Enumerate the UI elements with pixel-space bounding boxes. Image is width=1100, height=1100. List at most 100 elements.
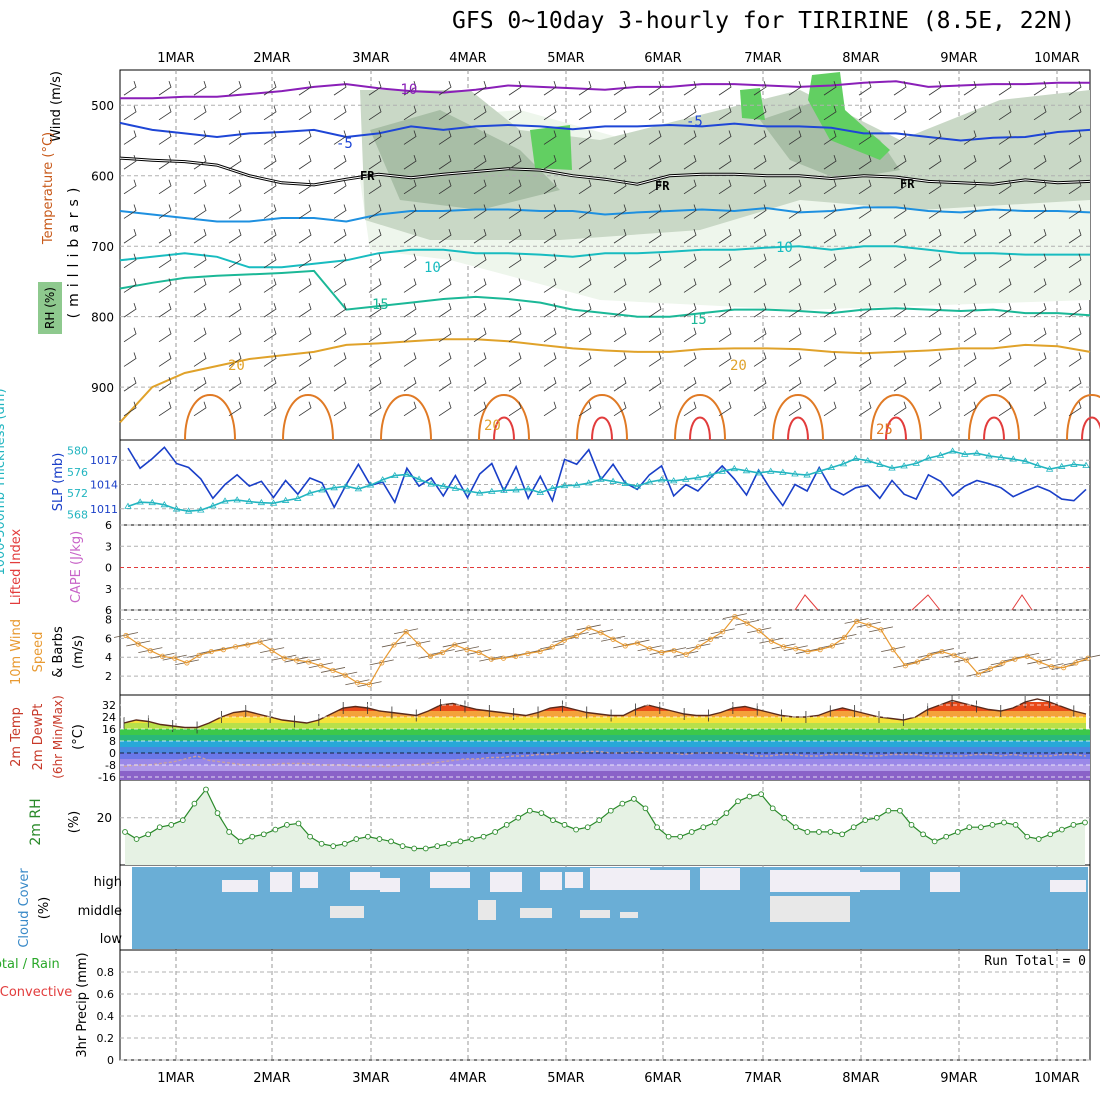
- wind-barb: [963, 352, 977, 367]
- wind-barb: [1033, 401, 1047, 417]
- wind-barb: [998, 204, 1012, 219]
- wind-barb: [438, 130, 452, 145]
- cloud-gap: [930, 872, 960, 892]
- wind-barb: [298, 179, 312, 195]
- rh-marker: [480, 833, 487, 840]
- wind-barb: [298, 155, 312, 170]
- wind-barb: [998, 352, 1012, 367]
- wind-barb: [228, 327, 242, 343]
- wind-barb: [998, 105, 1012, 121]
- wind-barb: [228, 229, 242, 244]
- wind-speed-marker: [610, 636, 616, 642]
- wind-barb: [123, 155, 137, 170]
- wind-barb: [928, 130, 942, 145]
- wind-barb: [473, 155, 487, 170]
- wind-barb: [193, 229, 207, 244]
- wind-barb: [123, 130, 137, 145]
- wind-speed-marker: [756, 628, 762, 634]
- rh-marker: [665, 833, 672, 840]
- cloud-gap: [478, 900, 496, 920]
- date-label-bottom: 4MAR: [449, 1071, 486, 1086]
- wind-barb: [823, 401, 837, 417]
- rh-marker: [792, 824, 799, 831]
- thickness-marker: [488, 487, 496, 494]
- wind-speed-marker: [476, 649, 482, 656]
- temperature-band: [120, 765, 1090, 771]
- wind-barb: [753, 130, 767, 145]
- wind-barb: [963, 179, 977, 195]
- rh-marker: [353, 836, 360, 842]
- wind-barb: [648, 204, 662, 219]
- wind-barb: [473, 278, 487, 293]
- wind-barb: [403, 352, 417, 367]
- panel-frame-7: [119, 949, 1091, 1061]
- wind-barb: [263, 155, 277, 170]
- wind-barb: [928, 253, 942, 269]
- thickness-marker: [803, 471, 811, 478]
- wind-barb: [228, 179, 242, 195]
- rh-marker: [260, 831, 267, 838]
- thickness-marker: [391, 471, 399, 478]
- wind-barb: [928, 155, 942, 170]
- thickness-marker: [815, 467, 823, 474]
- wind-barb: [473, 130, 487, 145]
- wind-speed-marker: [269, 648, 275, 654]
- thickness-marker: [524, 485, 532, 492]
- thickness-marker: [512, 486, 520, 493]
- rh-marker: [735, 798, 741, 805]
- wind-barb: [333, 253, 347, 269]
- thickness-marker: [718, 467, 726, 474]
- rh-marker: [503, 822, 510, 828]
- thickness-tick-label: 580: [67, 445, 88, 458]
- rh-marker: [897, 807, 903, 814]
- wind-speed-marker: [975, 671, 982, 677]
- wind-barb: [438, 253, 452, 269]
- wind-speed-marker: [634, 640, 641, 646]
- wind-barb: [298, 352, 312, 367]
- wind-barb: [543, 303, 557, 318]
- cloud-gap: [380, 878, 400, 892]
- wind-barb: [683, 130, 697, 145]
- precip-total-label: Total / Rain: [0, 957, 60, 972]
- cloud-gap: [520, 908, 552, 918]
- cloud-low-label: low: [100, 932, 123, 947]
- wind-barb: [438, 155, 452, 170]
- wind-barb: [613, 204, 627, 219]
- rh-shading: [808, 72, 890, 160]
- wind-barb: [963, 401, 977, 417]
- wind-barb: [368, 303, 382, 318]
- wind-speed-marker: [427, 653, 434, 659]
- wind-barb: [858, 130, 872, 145]
- rh-marker: [341, 840, 348, 847]
- wind-barb: [438, 81, 452, 96]
- wind-barb: [718, 327, 732, 343]
- wind-barb: [193, 130, 207, 145]
- contour-label: 10: [424, 260, 441, 276]
- wind-barb: [823, 105, 837, 121]
- temp-tick-label: 32: [102, 699, 116, 712]
- thickness-marker: [682, 475, 690, 482]
- rh-marker: [723, 810, 730, 816]
- wind-barb: [893, 204, 907, 219]
- wind-barb: [368, 179, 382, 195]
- wind-barb: [368, 327, 382, 343]
- wind-barb: [788, 401, 802, 417]
- rh-marker: [781, 814, 788, 821]
- wind-barb: [508, 179, 522, 195]
- wind-barb: [718, 105, 732, 121]
- wind-speed-marker: [1000, 660, 1006, 666]
- wind-barb: [823, 130, 837, 145]
- wind-speed-marker: [403, 629, 409, 635]
- wind-barb: [228, 155, 242, 170]
- cloud-gap: [430, 872, 470, 888]
- wind-barb: [403, 155, 417, 170]
- wind-barb: [543, 229, 557, 244]
- wind-barb: [193, 253, 207, 269]
- wind-barb: [158, 377, 172, 392]
- wind-barb: [508, 377, 522, 392]
- cloud-gap: [700, 868, 740, 890]
- wind-barb: [613, 130, 627, 145]
- wind-barb: [788, 155, 802, 170]
- wind-axis-label: Wind (m/s): [49, 71, 64, 142]
- wind10-label-3: & Barbs: [51, 626, 66, 678]
